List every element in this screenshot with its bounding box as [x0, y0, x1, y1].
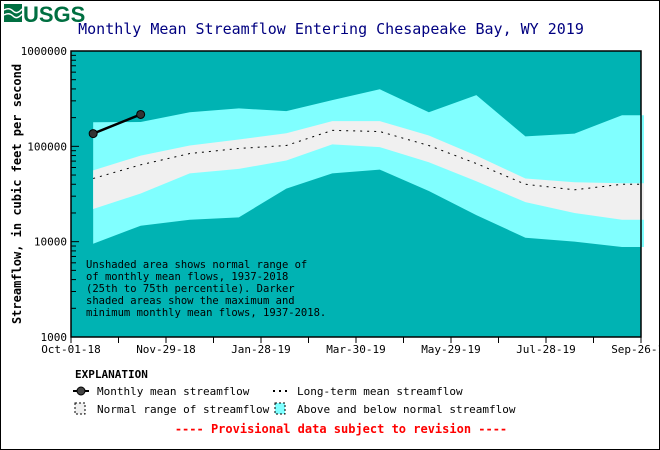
x-tick-label: Oct-01-18 [41, 343, 101, 356]
long-term-mean-line [93, 129, 644, 191]
logo-text: USGS [23, 2, 85, 27]
chart-title: Monthly Mean Streamflow Entering Chesape… [78, 20, 584, 38]
extreme-range-band [93, 89, 644, 247]
usgs-logo: USGS [3, 2, 85, 27]
x-tick-label: Mar-30-19 [326, 343, 386, 356]
x-tick-label: Sep-26-19 [611, 343, 659, 356]
legend-normal-range: Normal range of streamflow [74, 402, 270, 416]
annotation-line: shaded areas show the maximum and [86, 295, 295, 307]
monthly-mean-point [88, 129, 98, 139]
x-tick-label: Jan-28-19 [231, 343, 291, 356]
y-tick-label: 1000000 [21, 45, 67, 58]
normal-range-band [93, 121, 644, 220]
legend-above-below: Above and below normal streamflow [274, 402, 516, 416]
annotation-line: of monthly mean flows, 1937-2018 [86, 271, 288, 283]
provisional-notice: ---- Provisional data subject to revisio… [175, 422, 507, 436]
legend-label: Long-term mean streamflow [297, 385, 463, 398]
y-tick-label: 1000 [41, 331, 68, 344]
x-tick-label: Nov-29-18 [136, 343, 196, 356]
monthly-mean-point [136, 109, 146, 119]
x-tick-label: May-29-19 [421, 343, 481, 356]
legend-label: Monthly mean streamflow [97, 385, 250, 398]
legend-label: Normal range of streamflow [97, 403, 270, 416]
annotation-line: Unshaded area shows normal range of [86, 259, 307, 271]
legend-long-term-mean: Long-term mean streamflow [273, 385, 463, 398]
y-tick-label: 10000 [34, 236, 67, 249]
monthly-mean-line [92, 113, 142, 135]
x-tick-label: Jul-28-19 [516, 343, 576, 356]
legend-label: Above and below normal streamflow [297, 403, 516, 416]
y-tick-label: 100000 [27, 140, 67, 153]
annotation-line: minimum monthly mean flows, 1937-2018. [86, 307, 326, 319]
y-axis-label: Streamflow, in cubic feet per second [10, 64, 24, 324]
monthly-mean-marker-icon [76, 386, 86, 396]
legend-monthly-mean: Monthly mean streamflow [73, 385, 250, 398]
annotation-line: (25th to 75th percentile). Darker [86, 283, 295, 295]
legend-heading: EXPLANATION [75, 368, 148, 381]
